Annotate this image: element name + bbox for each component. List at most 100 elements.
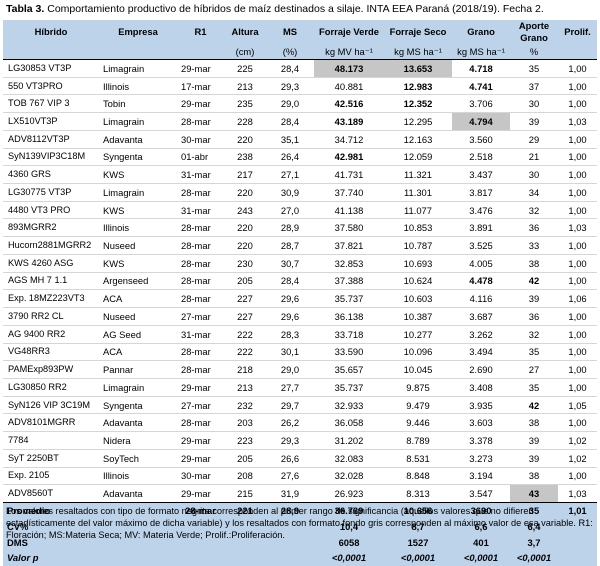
cell-hibrido: LG30775 VT3P <box>3 183 99 202</box>
cell-hibrido: LX510VT3P <box>3 112 99 131</box>
header-aporte-line2: Grano <box>520 32 548 43</box>
cell-fv: 32.083 <box>314 448 384 468</box>
cell-fs: 13.653 <box>384 59 452 78</box>
cell-fs: 11.321 <box>384 165 452 184</box>
cell-r1: 28-mar <box>177 236 224 255</box>
unit-altura: (cm) <box>224 44 266 60</box>
cell-ms: 26,4 <box>266 147 314 166</box>
cell-fs: 8.531 <box>384 448 452 468</box>
cell-fv: 26.923 <box>314 484 384 503</box>
cell-hibrido: 7784 <box>3 431 99 450</box>
promedio-altura: 221 <box>224 502 266 519</box>
valor-p-label: Valor p <box>3 550 99 566</box>
cell-grano: 4.478 <box>452 271 510 290</box>
cell-fs: 12.295 <box>384 112 452 131</box>
cell-hibrido: Exp. 18MZ223VT3 <box>3 289 99 308</box>
promedio-ms: 28,9 <box>266 502 314 519</box>
cell-aporte: 38 <box>510 413 558 432</box>
cell-grano: 3.817 <box>452 183 510 202</box>
cell-aporte: 36 <box>510 218 558 237</box>
promedio-prolif: 1,01 <box>558 502 597 519</box>
cell-grano: 3.560 <box>452 129 510 149</box>
cell-fv: 41.731 <box>314 165 384 184</box>
cell-fv: 33.718 <box>314 324 384 343</box>
cell-r1: 28-mar <box>177 183 224 202</box>
cell-aporte: 35 <box>510 342 558 361</box>
cell-ms: 29,7 <box>266 395 314 414</box>
cell-altura: 205 <box>224 271 266 290</box>
promedio-aporte: 35 <box>510 502 558 519</box>
cell-fv: 36.138 <box>314 307 384 326</box>
cell-fs: 12.352 <box>384 94 452 113</box>
cell-altura: 220 <box>224 183 266 202</box>
header-empresa: Empresa <box>99 20 177 44</box>
cell-empresa: Pannar <box>99 360 177 379</box>
cell-r1: 31-mar <box>177 165 224 184</box>
cell-empresa: AG Seed <box>99 324 177 343</box>
cell-hibrido: AGS MH 7 1.1 <box>3 271 99 290</box>
cell-altura: 213 <box>224 377 266 397</box>
header-prolif: Prolif. <box>558 20 597 44</box>
cell-prolif: 1,00 <box>558 324 597 343</box>
cell-ms: 29,6 <box>266 307 314 326</box>
cell-prolif: 1,02 <box>558 431 597 450</box>
table-row: ADV8112VT3P Adavanta 30-mar 220 35,1 34.712 12… <box>3 129 597 149</box>
table-row: LG30850 RR2 Limagrain 29-mar 213 27,7 35.737 9… <box>3 377 597 397</box>
header-altura: Altura <box>224 20 266 44</box>
cell-fs: 10.096 <box>384 342 452 361</box>
table-row: 550 VT3PRO Illinois 17-mar 213 29,3 40.881 12.… <box>3 76 597 95</box>
cell-hibrido: LG30853 VT3P <box>8 62 72 73</box>
cell-empresa: Illinois <box>99 466 177 485</box>
cell-grano: 3.408 <box>452 377 510 397</box>
cell-r1: 29-mar <box>177 431 224 450</box>
cell-fv: 41.138 <box>314 200 384 219</box>
cell-hibrido: AG 9400 RR2 <box>3 324 99 343</box>
cv-label: CV% <box>3 518 99 535</box>
table-body: LG30853 VT3P Limagrain 29-mar 225 28,4 48.173… <box>3 59 597 503</box>
cell-r1: 29-mar <box>177 448 224 468</box>
cell-fv: 33.590 <box>314 342 384 361</box>
cell-prolif: 1,00 <box>558 147 597 166</box>
cell-hibrido: TOB 767 VIP 3 <box>3 94 99 113</box>
cell-fs: 9.479 <box>384 395 452 414</box>
cell-fs: 8.848 <box>384 466 452 485</box>
table-row: ADV8101MGRR Adavanta 28-mar 203 26,2 36.058 9.… <box>3 413 597 432</box>
unit-empresa <box>99 44 177 60</box>
cell-empresa: Illinois <box>99 76 177 95</box>
cell-grano: 3.494 <box>452 342 510 361</box>
cell-r1: 28-mar <box>177 342 224 361</box>
cell-aporte: 34 <box>510 183 558 202</box>
header-row-units: (cm) (%) kg MV ha⁻¹ kg MS ha⁻¹ kg MS ha⁻… <box>3 44 597 60</box>
cell-r1: 28-mar <box>177 360 224 379</box>
cell-fs: 9.875 <box>384 377 452 397</box>
cell-ms: 27,0 <box>266 200 314 219</box>
cell-prolif: 1,05 <box>558 395 597 414</box>
table-row: LG30775 VT3P Limagrain 28-mar 220 30,9 37.740… <box>3 183 597 202</box>
cv-grano: 6,6 <box>452 518 510 535</box>
cell-grano: 3.273 <box>452 448 510 468</box>
cell-fv: 37.580 <box>314 218 384 237</box>
cell-fv: 42.981 <box>314 147 384 166</box>
cell-r1: 31-mar <box>177 324 224 343</box>
cell-fs: 10.603 <box>384 289 452 308</box>
unit-hibrido <box>3 44 99 60</box>
unit-ms: (%) <box>266 44 314 60</box>
header-ms: MS <box>266 20 314 44</box>
cell-empresa: Tobin <box>99 94 177 113</box>
table-row: Exp. 2105 Illinois 30-mar 208 27,6 32.028 8.84… <box>3 466 597 485</box>
cell-hibrido: ADV8101MGRR <box>3 413 99 432</box>
table-row: AGS MH 7 1.1 Argenseed 28-mar 205 28,4 37.388… <box>3 271 597 290</box>
caption-text: Comportamiento productivo de híbridos de… <box>44 3 544 15</box>
cell-ms: 28,9 <box>266 218 314 237</box>
cell-aporte: 43 <box>510 484 558 503</box>
table-row: PAMExp893PW Pannar 28-mar 218 29,0 35.657 10.0… <box>3 360 597 379</box>
cell-prolif: 1,00 <box>558 466 597 485</box>
cell-ms: 35,1 <box>266 129 314 149</box>
cell-prolif: 1,00 <box>558 129 597 149</box>
cell-ms: 28,3 <box>266 324 314 343</box>
cell-grano: 4.741 <box>452 76 510 95</box>
cell-empresa: Limagrain <box>99 377 177 397</box>
cell-empresa: Nuseed <box>99 236 177 255</box>
table-row: 3790 RR2 CL Nuseed 27-mar 227 29,6 36.138 10.3… <box>3 307 597 326</box>
unit-grano: kg MS ha⁻¹ <box>452 44 510 60</box>
